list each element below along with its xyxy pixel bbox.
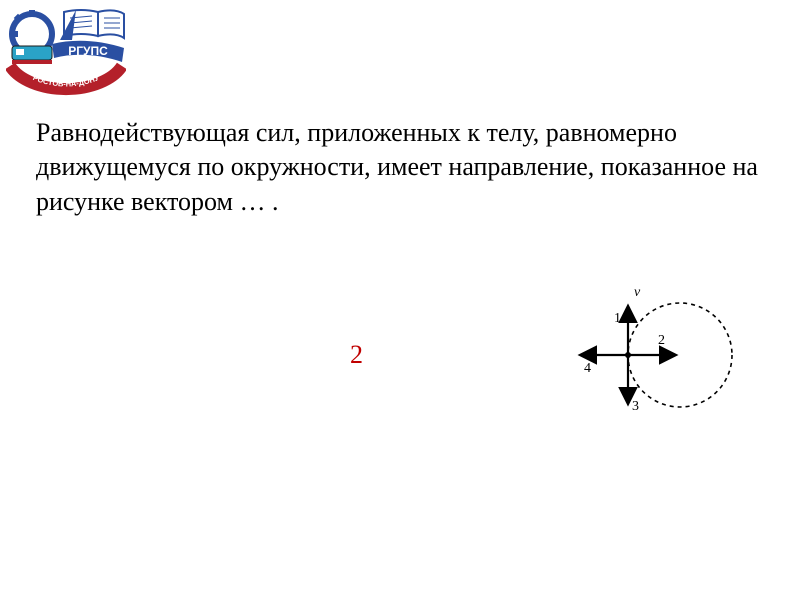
answer-text: 2	[350, 340, 363, 370]
body-point	[625, 352, 631, 358]
university-logo: РГУПС РОСТОВ-НА-ДОНУ	[6, 6, 126, 96]
label-4: 4	[584, 361, 591, 376]
label-2: 2	[658, 333, 665, 348]
velocity-label: v⃗	[634, 285, 651, 300]
force-diagram: 1 2 3 4 v⃗	[550, 260, 740, 435]
ring-bottom: РОСТОВ-НА-ДОНУ	[10, 66, 122, 89]
logo-svg: РГУПС РОСТОВ-НА-ДОНУ	[6, 6, 126, 96]
question-body: Равнодействующая сил, приложенных к телу…	[36, 118, 758, 216]
label-3: 3	[632, 399, 639, 414]
logo-text-top: РГУПС	[68, 44, 108, 58]
ribbon-top: РГУПС	[52, 41, 124, 62]
diagram-svg: 1 2 3 4 v⃗	[550, 260, 740, 435]
train-icon	[12, 46, 52, 64]
slide: РГУПС РОСТОВ-НА-ДОНУ Равнодействующая си…	[0, 0, 800, 600]
label-1: 1	[614, 311, 621, 326]
question-text: Равнодействующая сил, приложенных к телу…	[36, 116, 764, 219]
diagram-labels: 1 2 3 4 v⃗	[584, 285, 665, 414]
